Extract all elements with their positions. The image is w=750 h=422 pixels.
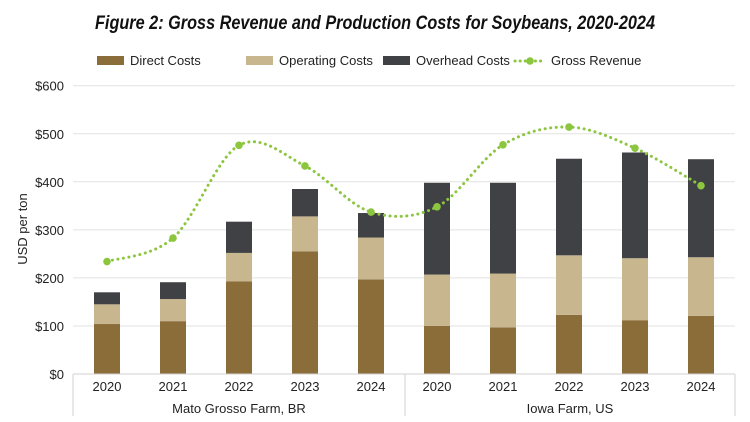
bar-direct-costs — [622, 320, 648, 374]
bar-direct-costs — [358, 279, 384, 374]
revenue-point — [697, 181, 705, 190]
bar-operating-costs — [226, 252, 252, 282]
x-tick-label: 2022 — [225, 379, 254, 394]
bar-direct-costs — [556, 314, 582, 374]
bar-direct-costs — [226, 281, 252, 374]
bar-overhead-costs — [490, 182, 516, 274]
revenue-point — [103, 257, 111, 266]
y-tick-label: $100 — [35, 319, 64, 334]
revenue-point — [631, 144, 639, 152]
y-tick-label: $0 — [50, 367, 64, 382]
legend-swatch — [246, 56, 273, 65]
legend-swatch — [383, 56, 410, 65]
revenue-point — [499, 141, 507, 149]
x-tick-label: 2020 — [423, 379, 452, 394]
x-tick-label: 2023 — [291, 379, 320, 394]
legend-label: Overhead Costs — [416, 53, 510, 68]
bar-operating-costs — [622, 258, 648, 321]
bar-operating-costs — [424, 274, 450, 326]
bar-overhead-costs — [688, 159, 714, 258]
revenue-point — [235, 141, 243, 150]
bar-overhead-costs — [556, 158, 582, 256]
revenue-point — [301, 162, 309, 170]
legend: Direct Costs Operating Costs Overhead Cost… — [97, 53, 641, 68]
revenue-point — [433, 202, 441, 211]
revenue-point — [565, 123, 573, 131]
bar-operating-costs — [358, 237, 384, 280]
bars — [94, 152, 714, 374]
bar-overhead-costs — [358, 213, 384, 238]
y-axis-ticks: $0 $100 $200 $300 $400 $500 $600 — [35, 79, 64, 382]
x-tick-label: 2022 — [555, 379, 584, 394]
legend-label: Gross Revenue — [551, 53, 641, 68]
revenue-line-path — [105, 125, 703, 264]
bar-overhead-costs — [226, 221, 252, 253]
bar-operating-costs — [556, 255, 582, 315]
y-axis-label: USD per ton — [15, 193, 30, 265]
chart-title: Figure 2: Gross Revenue and Production C… — [95, 13, 655, 34]
x-tick-label: 2024 — [687, 379, 716, 394]
revenue-point — [169, 234, 177, 242]
bar-direct-costs — [94, 324, 120, 374]
bar-direct-costs — [490, 327, 516, 374]
revenue-line — [103, 123, 705, 266]
y-tick-label: $300 — [35, 223, 64, 238]
x-tick-label: 2024 — [357, 379, 386, 394]
y-tick-label: $600 — [35, 79, 64, 94]
revenue-point — [367, 208, 375, 216]
bar-direct-costs — [424, 325, 450, 374]
legend-swatch — [97, 56, 124, 65]
group-label: Mato Grosso Farm, BR — [172, 401, 306, 416]
bar-direct-costs — [160, 321, 186, 374]
bar-operating-costs — [94, 304, 120, 325]
bar-overhead-costs — [160, 282, 186, 300]
legend-label: Direct Costs — [130, 53, 201, 68]
bar-operating-costs — [160, 299, 186, 322]
y-tick-label: $500 — [35, 127, 64, 142]
x-tick-label: 2021 — [159, 379, 188, 394]
bar-overhead-costs — [292, 189, 318, 217]
x-tick-label: 2020 — [93, 379, 122, 394]
x-tick-label: 2023 — [621, 379, 650, 394]
legend-label: Operating Costs — [279, 53, 373, 68]
bar-operating-costs — [688, 257, 714, 316]
bar-direct-costs — [292, 251, 318, 374]
bar-operating-costs — [292, 216, 318, 252]
x-tick-label: 2021 — [489, 379, 518, 394]
legend-marker — [526, 57, 534, 65]
bar-operating-costs — [490, 273, 516, 328]
bar-overhead-costs — [622, 152, 648, 259]
y-tick-label: $200 — [35, 271, 64, 286]
y-tick-label: $400 — [35, 175, 64, 190]
bar-overhead-costs — [424, 182, 450, 275]
bar-overhead-costs — [94, 292, 120, 305]
x-axis: 2020 2021 2022 2023 2024 Mato Grosso Farm, BR… — [72, 373, 736, 416]
group-label: Iowa Farm, US — [527, 401, 614, 416]
bar-direct-costs — [688, 315, 714, 374]
